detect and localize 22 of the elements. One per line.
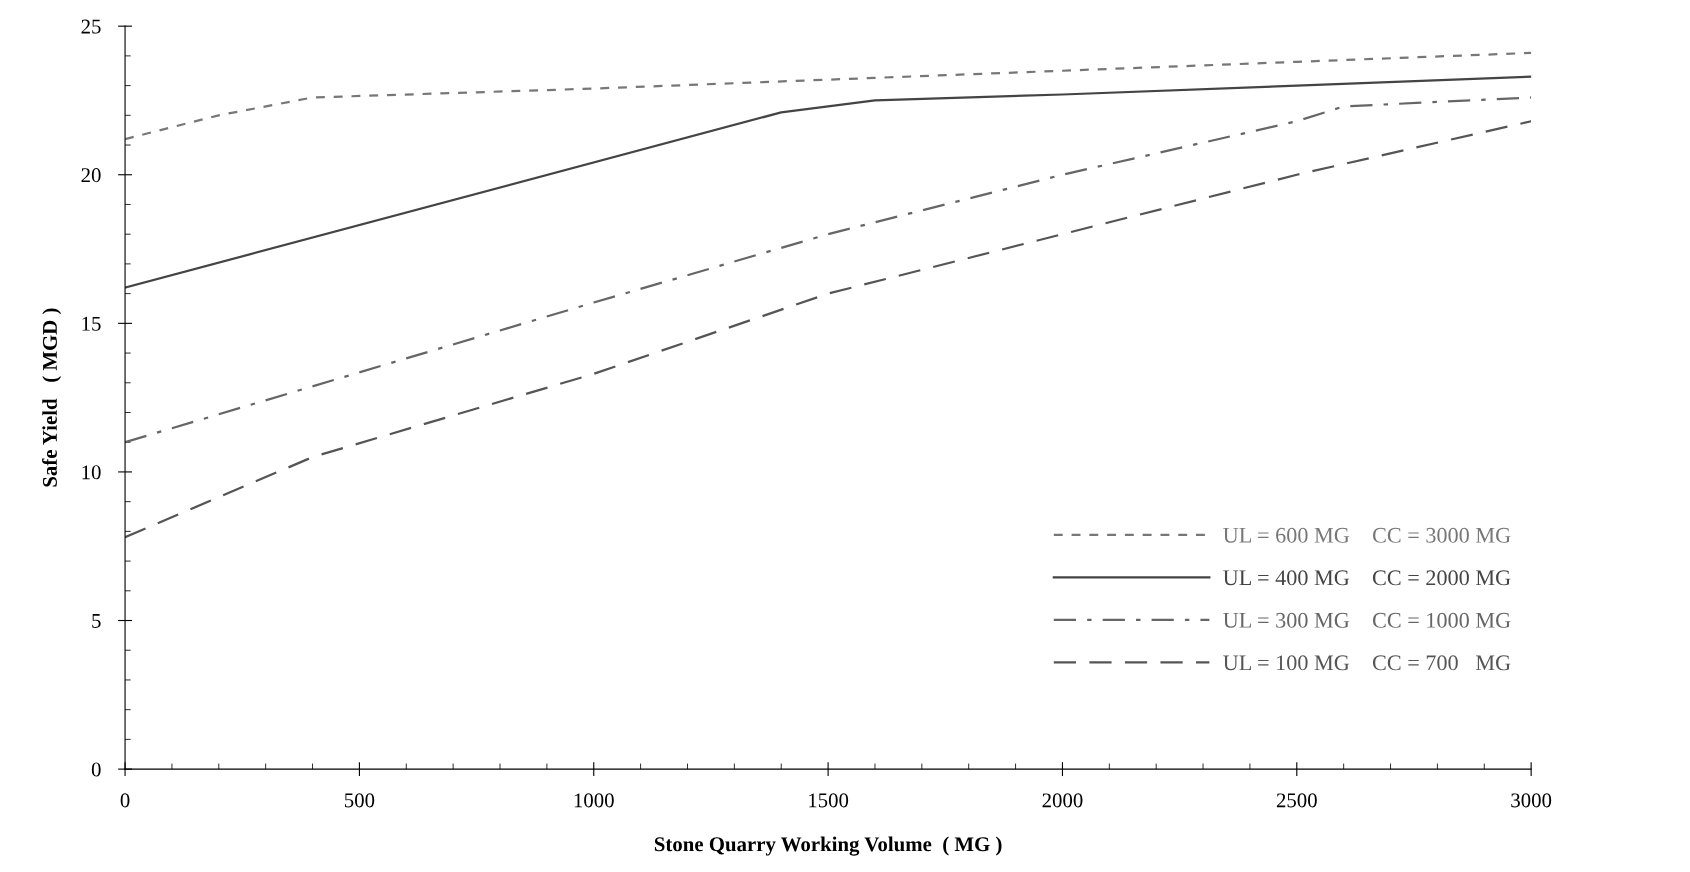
y-tick-label: 20 xyxy=(81,168,101,183)
text: UL = 300 MG CC = 1000 MG xyxy=(1223,612,1511,628)
x-tick-label: 2000 xyxy=(1042,793,1083,808)
x-axis-title: Stone Quarry Working Volume ( MG ) xyxy=(654,836,1002,856)
y-tick-label: 5 xyxy=(92,614,101,628)
y-tick-label: 0 xyxy=(91,762,101,777)
y-tick-label: 15 xyxy=(82,316,101,331)
x-tick-label: 1000 xyxy=(574,793,614,808)
text: UL = 400 MG CC = 2000 MG xyxy=(1223,570,1511,586)
y-tick-label: 10 xyxy=(82,465,101,480)
y-tick-label: 25 xyxy=(81,19,101,34)
text: UL = 600 MG CC = 3000 MG xyxy=(1223,527,1511,543)
text: UL = 100 MG CC = 700 MG xyxy=(1223,655,1511,671)
x-tick-label: 1500 xyxy=(809,793,849,808)
x-tick-label: 2500 xyxy=(1276,793,1317,808)
x-tick-label: 0 xyxy=(120,793,130,808)
y-axis-title: Safe Yield ( MGD ) xyxy=(42,308,62,487)
x-tick-label: 3000 xyxy=(1511,793,1552,808)
line-series xyxy=(125,75,1532,289)
line-series xyxy=(125,51,1532,141)
x-tick-label: 500 xyxy=(344,793,375,808)
line-series xyxy=(125,96,1532,444)
